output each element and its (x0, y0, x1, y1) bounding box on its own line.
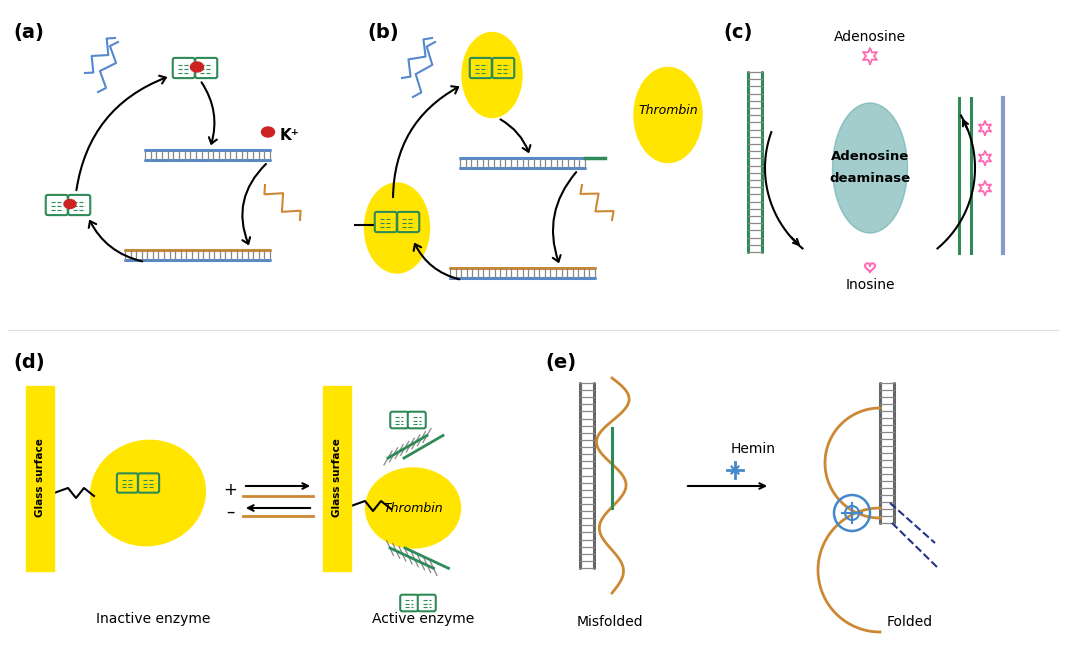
Ellipse shape (191, 62, 204, 72)
Text: (a): (a) (13, 23, 44, 42)
Text: (e): (e) (545, 353, 576, 372)
Text: Inactive enzyme: Inactive enzyme (96, 612, 210, 626)
Text: Active enzyme: Active enzyme (372, 612, 474, 626)
Ellipse shape (366, 468, 461, 548)
Ellipse shape (64, 200, 76, 208)
FancyBboxPatch shape (375, 212, 397, 232)
Bar (323, 386, 351, 571)
Text: –: – (226, 503, 235, 521)
Text: Hemin: Hemin (730, 442, 775, 456)
Ellipse shape (462, 32, 522, 117)
FancyBboxPatch shape (390, 412, 408, 428)
Ellipse shape (261, 127, 275, 137)
Text: Thrombin: Thrombin (383, 501, 442, 515)
Ellipse shape (833, 103, 907, 233)
FancyBboxPatch shape (418, 594, 436, 612)
FancyBboxPatch shape (117, 473, 138, 493)
Text: deaminase: deaminase (829, 171, 910, 185)
Text: Thrombin: Thrombin (639, 103, 698, 117)
Text: Glass surface: Glass surface (332, 438, 342, 517)
Ellipse shape (365, 183, 430, 273)
FancyBboxPatch shape (400, 594, 418, 612)
Ellipse shape (91, 440, 206, 546)
FancyBboxPatch shape (139, 473, 159, 493)
Text: (c): (c) (723, 23, 753, 42)
Text: (d): (d) (13, 353, 45, 372)
Text: Adenosine: Adenosine (830, 150, 909, 163)
FancyBboxPatch shape (195, 58, 217, 78)
Text: Inosine: Inosine (845, 278, 894, 292)
Text: Adenosine: Adenosine (834, 30, 906, 44)
FancyBboxPatch shape (173, 58, 195, 78)
Text: Glass surface: Glass surface (35, 438, 45, 517)
FancyBboxPatch shape (68, 195, 91, 215)
FancyBboxPatch shape (398, 212, 419, 232)
Text: +: + (223, 481, 237, 499)
FancyBboxPatch shape (492, 58, 514, 78)
FancyBboxPatch shape (46, 195, 68, 215)
Text: Folded: Folded (887, 615, 933, 629)
FancyBboxPatch shape (408, 412, 425, 428)
Text: (b): (b) (367, 23, 399, 42)
Bar (26, 386, 54, 571)
Text: Misfolded: Misfolded (577, 615, 643, 629)
Text: K⁺: K⁺ (280, 129, 300, 144)
Ellipse shape (634, 67, 702, 163)
FancyBboxPatch shape (470, 58, 491, 78)
